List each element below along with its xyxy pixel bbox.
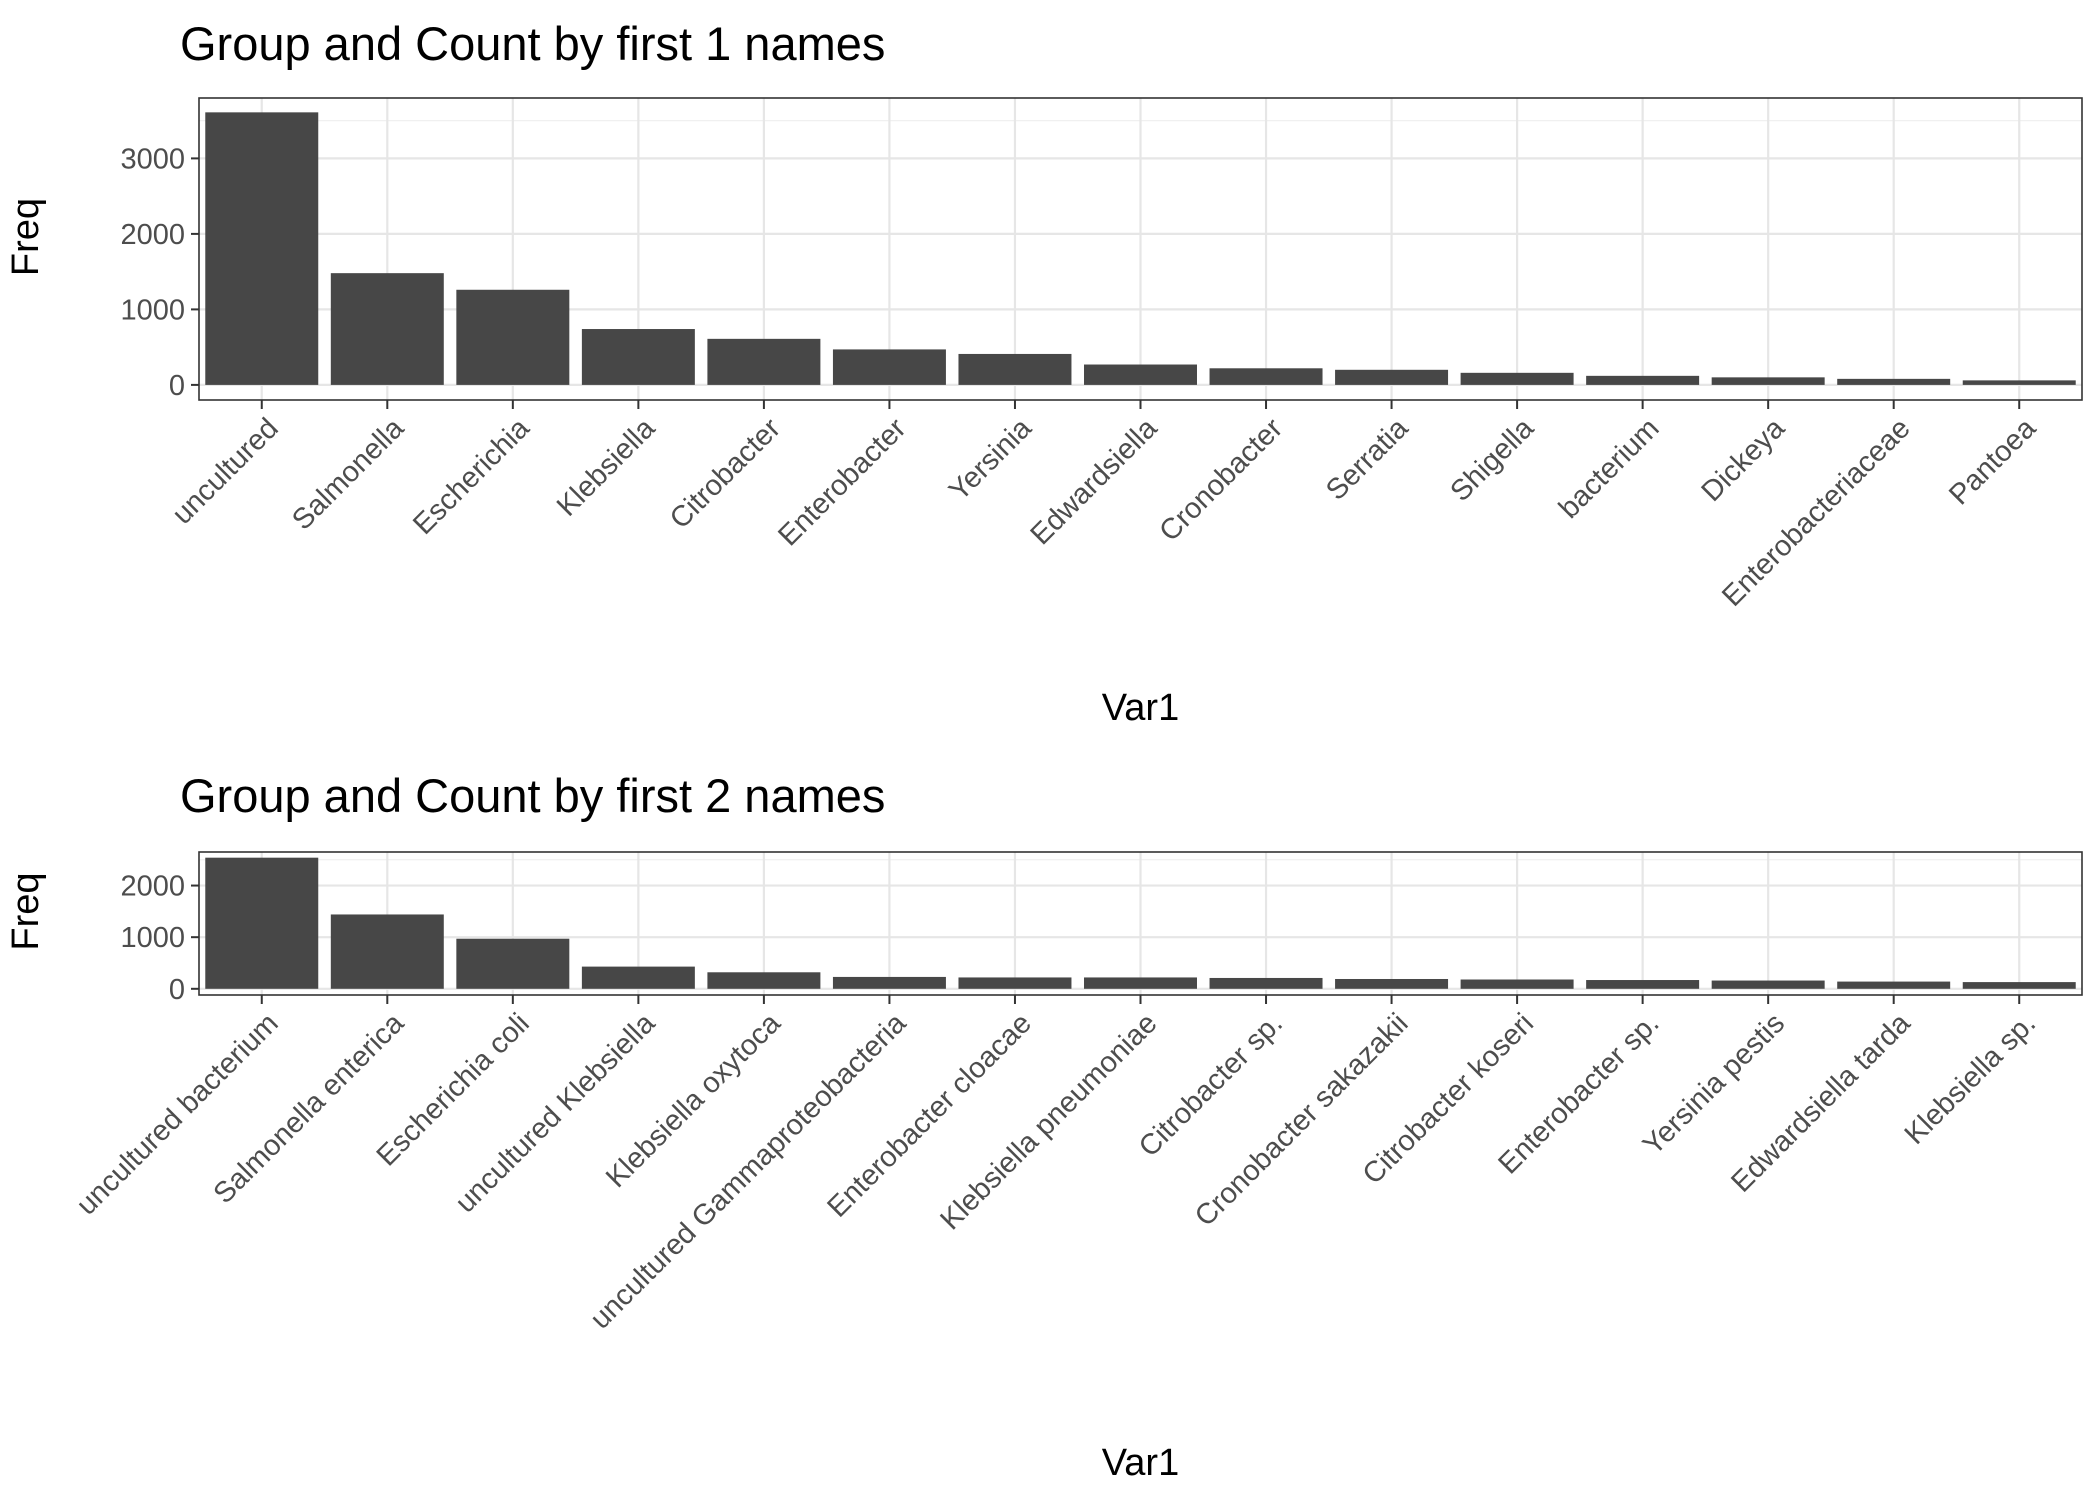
bar [707, 972, 821, 989]
x-tick-label: Klebsiella sp. [1899, 1007, 2042, 1150]
bar [1460, 372, 1574, 385]
x-tick-label: uncultured [166, 412, 284, 530]
bar [581, 329, 695, 385]
y-tick-label: 0 [169, 974, 185, 1006]
x-tick-label: Klebsiella pneumoniae [934, 1007, 1163, 1236]
bar [1962, 380, 2076, 385]
x-axis-title: Var1 [1102, 687, 1179, 729]
bar [581, 966, 695, 989]
bar [1837, 378, 1951, 385]
x-tick-label: Cronobacter sakazakii [1189, 1007, 1415, 1233]
y-axis: 0 1000 2000 3000 [120, 143, 199, 402]
y-tick-label: 1000 [120, 294, 185, 326]
x-tick-label: Salmonella [286, 412, 411, 537]
y-axis-title: Freq [5, 198, 47, 276]
y-tick-label: 2000 [120, 871, 185, 903]
bar [330, 914, 444, 989]
bar [1711, 377, 1825, 385]
x-tick-label: Cronobacter [1154, 412, 1290, 548]
bar [1084, 364, 1197, 385]
bars [205, 112, 2076, 385]
x-tick-label: Yersinia [943, 412, 1038, 507]
bar [1209, 368, 1323, 385]
x-axis-title: Var1 [1102, 1442, 1179, 1484]
bar [1335, 369, 1449, 385]
x-tick-label: Serratia [1320, 412, 1415, 507]
x-tick-label: Citrobacter [664, 412, 787, 535]
x-tick-label: Escherichia [407, 412, 536, 541]
bar [1335, 978, 1449, 989]
bar [456, 289, 570, 385]
chart-title: Group and Count by first 1 names [180, 17, 885, 70]
y-axis-title: Freq [5, 872, 47, 950]
bar [832, 349, 946, 385]
panel-first-1-names: Group and Count by first 1 names 0 1000 20… [5, 17, 2083, 729]
bar [1460, 979, 1574, 989]
y-axis: 0 1000 2000 [120, 871, 199, 1006]
x-tick-label: Enterobacter cloacae [821, 1007, 1037, 1223]
bar [205, 857, 319, 989]
bar [1711, 980, 1825, 989]
x-tick-label: Enterobacter [772, 412, 912, 552]
x-tick-label: Dickeya [1696, 412, 1792, 508]
bar [832, 976, 946, 989]
bar [330, 273, 444, 385]
bar [1586, 980, 1700, 989]
x-tick-label: Klebsiella [551, 412, 662, 523]
bar [707, 338, 821, 385]
bars [205, 857, 2076, 989]
bar [1084, 977, 1197, 989]
y-tick-label: 1000 [120, 922, 185, 954]
bar [1962, 982, 2076, 989]
bar [456, 938, 570, 989]
x-tick-label: Edwardsiella [1025, 412, 1165, 552]
y-tick-label: 2000 [120, 219, 185, 251]
y-tick-label: 0 [169, 370, 185, 402]
bar [205, 112, 319, 385]
bar [958, 977, 1072, 989]
x-tick-label: bacterium [1553, 412, 1666, 525]
x-tick-label: Pantoea [1943, 412, 2043, 512]
panel-first-2-names: Group and Count by first 2 names 0 1000 20… [5, 769, 2083, 1484]
chart-title: Group and Count by first 2 names [180, 769, 885, 822]
bar [958, 353, 1072, 385]
x-tick-label: uncultured bacterium [71, 1007, 285, 1221]
bar [1586, 375, 1700, 385]
y-tick-label: 3000 [120, 143, 185, 175]
x-tick-label: Shigella [1444, 412, 1540, 508]
bar [1209, 977, 1323, 989]
bar [1837, 981, 1951, 989]
